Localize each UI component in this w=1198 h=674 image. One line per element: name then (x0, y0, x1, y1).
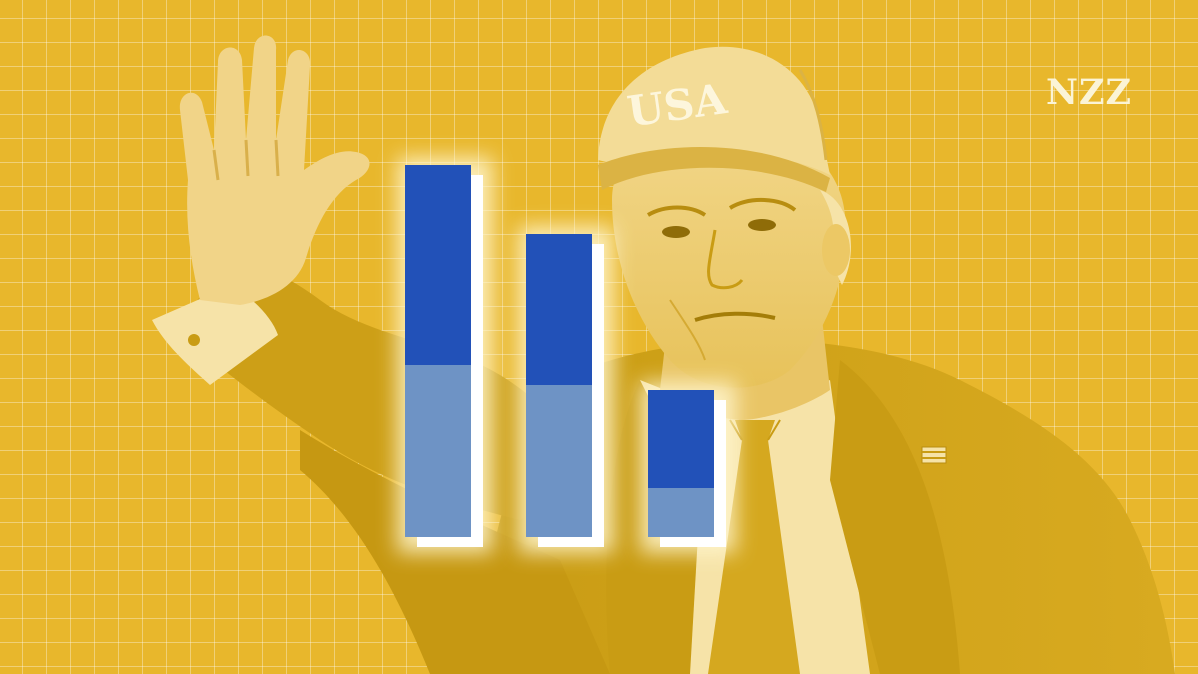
bar-segment-upper (405, 165, 471, 365)
bar-segment-upper (648, 390, 714, 488)
bar-segment-lower (405, 365, 471, 537)
bar-segment-upper (526, 234, 592, 385)
nzz-logo: NZZ (1046, 72, 1133, 113)
bar-segment-lower (526, 385, 592, 537)
bar-segment-lower (648, 488, 714, 537)
